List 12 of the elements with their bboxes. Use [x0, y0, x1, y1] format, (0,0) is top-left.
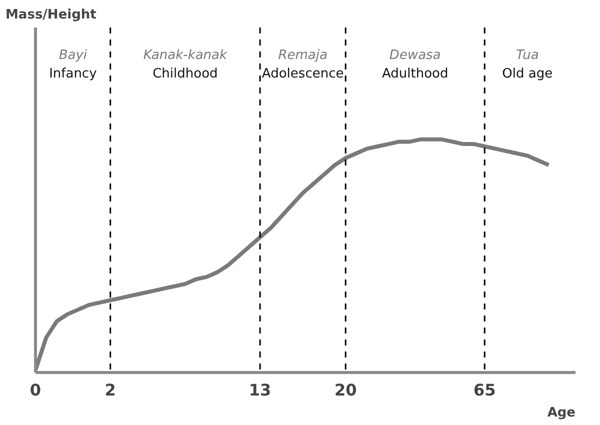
text: Remaja Adolescence	[262, 48, 344, 82]
text: Mass/Height	[6, 8, 96, 22]
x-tick-label: 20	[334, 380, 357, 400]
text: Tua Old age	[502, 48, 553, 82]
text: Kanak-kanak Childhood	[143, 48, 228, 82]
x-tick-label: 65	[473, 380, 496, 400]
text: Dewasa Adulthood	[382, 48, 448, 82]
x-axis-title: Age	[547, 406, 576, 420]
x-tick-label: 2	[104, 380, 116, 400]
text: Bayi Infancy	[49, 48, 98, 82]
x-tick-label: 0	[30, 380, 42, 400]
x-tick-label: 13	[248, 380, 272, 400]
